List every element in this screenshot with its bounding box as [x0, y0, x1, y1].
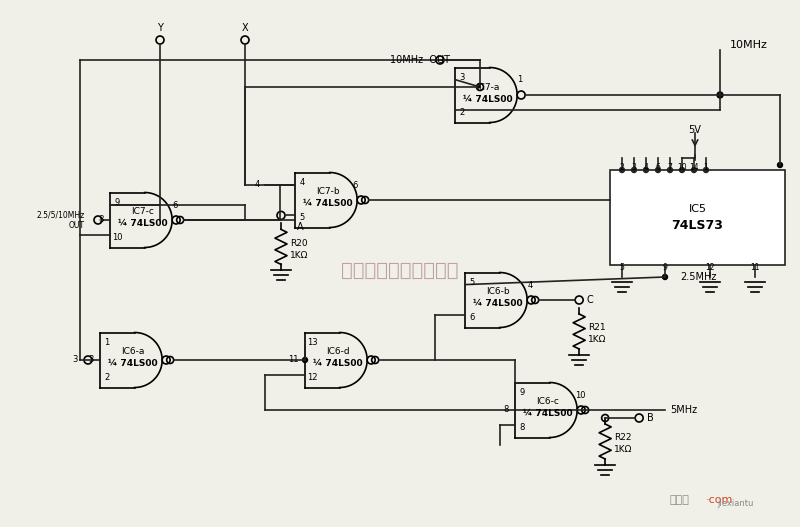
Circle shape	[703, 168, 709, 172]
Text: 10MHz: 10MHz	[730, 40, 768, 50]
Text: IC7-a: IC7-a	[476, 83, 500, 92]
Text: 4: 4	[643, 162, 649, 171]
Text: IC7-c: IC7-c	[131, 208, 154, 217]
Text: 5MHz: 5MHz	[670, 405, 698, 415]
Text: 5: 5	[619, 264, 625, 272]
Text: jiexiantu: jiexiantu	[717, 499, 753, 508]
Text: 1: 1	[104, 338, 110, 347]
Text: 3: 3	[459, 73, 465, 82]
Text: 5: 5	[299, 213, 305, 222]
Text: ¼ 74LS00: ¼ 74LS00	[463, 94, 513, 103]
Text: B: B	[646, 413, 654, 423]
Text: 12: 12	[706, 264, 714, 272]
Text: IC5: IC5	[689, 204, 706, 214]
Text: 8: 8	[504, 405, 509, 415]
Text: 接线图: 接线图	[670, 495, 690, 505]
Text: 10: 10	[112, 233, 122, 242]
Text: 6: 6	[173, 200, 178, 210]
Text: R20: R20	[290, 239, 308, 248]
Text: 6: 6	[470, 313, 474, 322]
Text: C: C	[586, 295, 594, 305]
Text: 74LS73: 74LS73	[671, 219, 723, 232]
Text: A: A	[297, 222, 303, 232]
Text: 10MHz  OUT: 10MHz OUT	[390, 55, 450, 65]
Circle shape	[717, 92, 723, 98]
Text: X: X	[242, 23, 248, 33]
Text: 杭州将睿科技有限公司: 杭州将睿科技有限公司	[342, 260, 458, 279]
Text: IC6-a: IC6-a	[122, 347, 145, 356]
Text: 4: 4	[299, 178, 305, 187]
Text: 3: 3	[631, 162, 637, 171]
Text: 1KΩ: 1KΩ	[614, 445, 632, 454]
Text: 4: 4	[254, 180, 260, 189]
Text: ¼ 74LS00: ¼ 74LS00	[303, 200, 353, 209]
Text: IC6-d: IC6-d	[326, 347, 350, 356]
Text: 7: 7	[667, 162, 673, 171]
Text: 14: 14	[689, 162, 699, 171]
Text: ¼ 74LS00: ¼ 74LS00	[313, 359, 363, 368]
Text: 3: 3	[73, 356, 78, 365]
Text: 9: 9	[114, 198, 120, 207]
Text: 6: 6	[655, 162, 661, 171]
Circle shape	[619, 168, 625, 172]
FancyBboxPatch shape	[610, 170, 785, 265]
Circle shape	[643, 168, 649, 172]
Circle shape	[631, 168, 637, 172]
Text: 3: 3	[89, 356, 94, 365]
Text: 1KΩ: 1KΩ	[290, 251, 308, 260]
Text: 9: 9	[519, 388, 525, 397]
Circle shape	[679, 168, 685, 172]
Text: 10: 10	[575, 391, 586, 399]
Text: 11: 11	[750, 264, 760, 272]
Text: R22: R22	[614, 434, 632, 443]
Circle shape	[691, 168, 697, 172]
Circle shape	[662, 275, 667, 279]
Text: 2.5MHz: 2.5MHz	[680, 272, 716, 282]
Text: ·com: ·com	[706, 495, 734, 505]
Text: 2.5/5/10MHz
OUT: 2.5/5/10MHz OUT	[37, 210, 85, 230]
Text: 5: 5	[470, 278, 474, 287]
Text: 11: 11	[289, 356, 299, 365]
Text: 2: 2	[104, 373, 110, 382]
Circle shape	[778, 162, 782, 168]
Text: 10: 10	[677, 162, 687, 171]
Text: 4: 4	[527, 280, 533, 289]
Text: 9: 9	[662, 264, 667, 272]
Text: Y: Y	[157, 23, 163, 33]
Text: 6: 6	[353, 181, 358, 190]
Text: IC7-b: IC7-b	[316, 188, 340, 197]
Text: 1KΩ: 1KΩ	[588, 336, 606, 345]
Text: 2: 2	[620, 162, 624, 171]
Text: ¼ 74LS00: ¼ 74LS00	[108, 359, 158, 368]
Text: 1: 1	[518, 75, 522, 84]
Text: IC6-c: IC6-c	[537, 397, 559, 406]
Text: R21: R21	[588, 324, 606, 333]
Text: 12: 12	[306, 373, 318, 382]
Text: 13: 13	[306, 338, 318, 347]
Text: ¼ 74LS00: ¼ 74LS00	[523, 409, 573, 418]
Circle shape	[302, 357, 307, 363]
Text: 8: 8	[519, 423, 525, 432]
Text: IC6-b: IC6-b	[486, 288, 510, 297]
Text: ¼ 74LS00: ¼ 74LS00	[118, 220, 168, 229]
Circle shape	[655, 168, 661, 172]
Text: 2: 2	[459, 108, 465, 117]
Text: 8: 8	[98, 216, 104, 225]
Circle shape	[667, 168, 673, 172]
Text: ¼ 74LS00: ¼ 74LS00	[473, 299, 523, 308]
Text: 1: 1	[704, 162, 708, 171]
Text: 5V: 5V	[689, 125, 702, 135]
